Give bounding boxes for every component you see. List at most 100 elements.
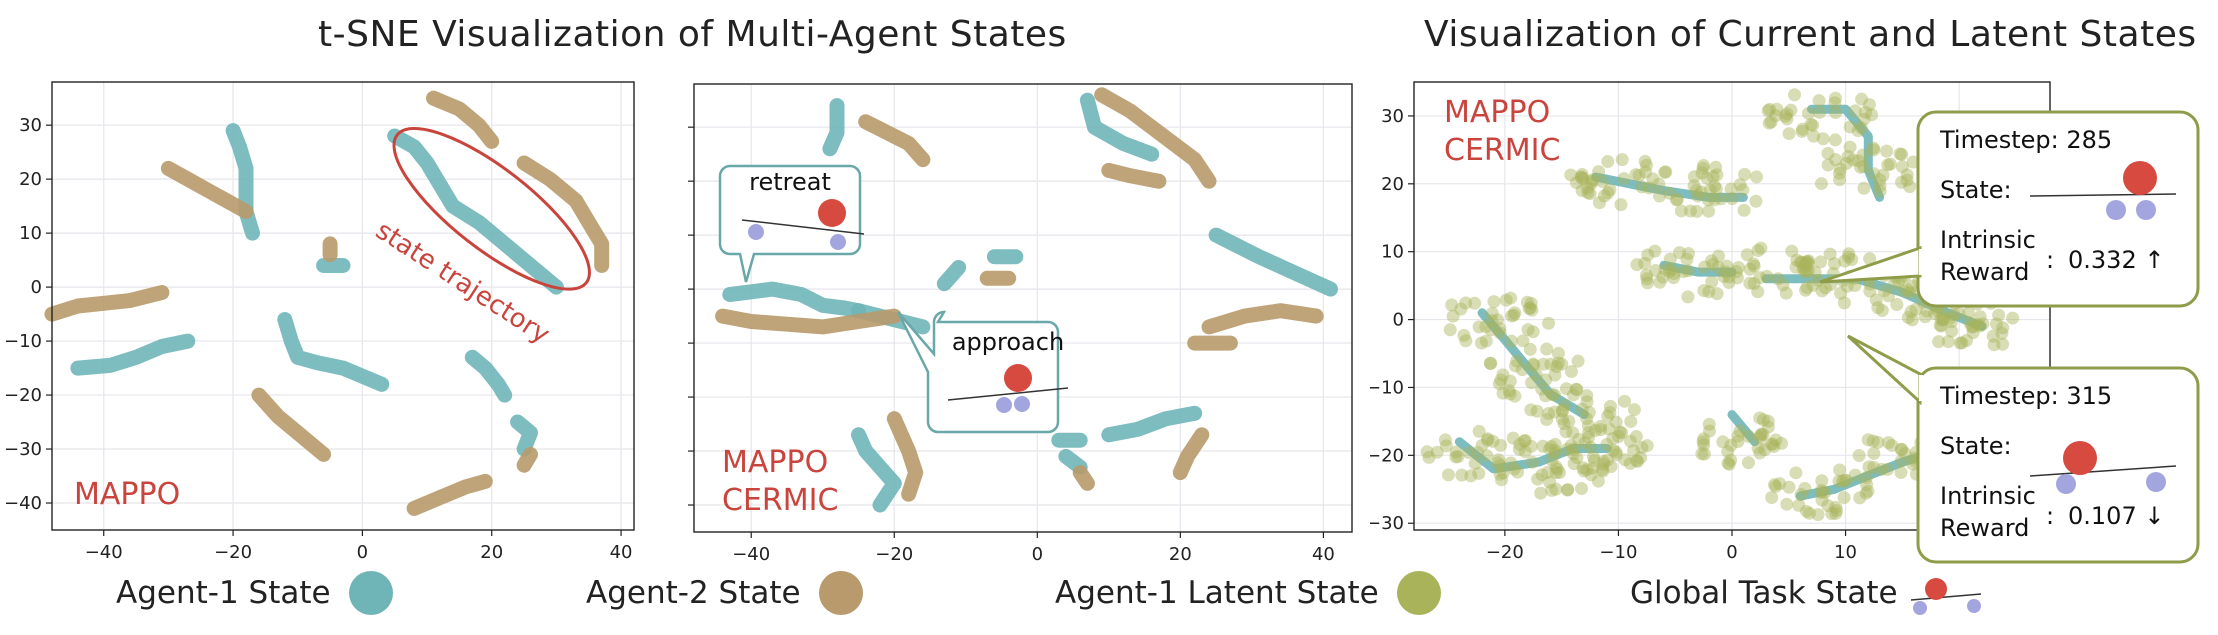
latent-point: [1641, 276, 1655, 290]
latent-point: [1695, 166, 1709, 180]
latent-point: [1639, 268, 1653, 282]
trajectory: [277, 312, 390, 392]
latent-point: [1790, 253, 1804, 267]
state-small-ball: [2056, 474, 2076, 494]
latent-point: [1706, 170, 1720, 184]
latent-point: [1438, 433, 1452, 447]
y-tick-label: −30: [4, 439, 42, 460]
latent-point: [1535, 468, 1549, 482]
latent-point: [1446, 309, 1460, 323]
latent-point: [1905, 279, 1919, 293]
latent-point: [1548, 446, 1562, 460]
latent-point: [1751, 285, 1765, 299]
latent-point: [1764, 115, 1778, 129]
latent-point: [1877, 284, 1891, 298]
latent-point: [1883, 157, 1897, 171]
latent-point: [1871, 435, 1885, 449]
latent-point: [1866, 434, 1880, 448]
latent-point: [1560, 443, 1574, 457]
latent-point: [1901, 311, 1915, 325]
latent-point: [1716, 435, 1730, 449]
latent-point: [1695, 447, 1709, 461]
latent-point: [1555, 412, 1569, 426]
latent-point: [1828, 133, 1842, 147]
latent-point: [1869, 293, 1883, 307]
latent-point: [1966, 326, 1980, 340]
latent-point: [1574, 482, 1588, 496]
latent-point: [1697, 284, 1711, 298]
latent-point: [1571, 354, 1585, 368]
latent-point: [1800, 504, 1814, 518]
latent-point: [1635, 180, 1649, 194]
latent-point: [1812, 94, 1826, 108]
legend-label-global: Global Task State: [1630, 575, 1898, 611]
latent-point: [1496, 466, 1510, 480]
legend-dot-agent1: [348, 571, 393, 615]
approach-ball: [1004, 364, 1032, 392]
latent-point: [1564, 168, 1578, 182]
latent-point: [1766, 437, 1780, 451]
latent-point: [1524, 296, 1538, 310]
latent-point: [1709, 182, 1723, 196]
latent-point: [1986, 329, 2000, 343]
latent-point: [1555, 404, 1569, 418]
latent-point: [1493, 467, 1507, 481]
latent-point: [1512, 442, 1526, 456]
latent-point: [1814, 177, 1828, 191]
timestep-label: Timestep: 285: [1939, 126, 2112, 154]
latent-point: [1525, 376, 1539, 390]
latent-point: [1702, 204, 1716, 218]
latent-point: [1859, 105, 1873, 119]
latent-point: [1894, 466, 1908, 480]
latent-point: [1721, 456, 1735, 470]
legend: Agent-1 State Agent-2 State Agent-1 Late…: [0, 568, 2218, 618]
trajectory: [44, 285, 170, 322]
latent-point: [1821, 499, 1835, 513]
latent-point: [1722, 276, 1736, 290]
latent-point: [1863, 284, 1877, 298]
latent-point: [1570, 451, 1584, 465]
trajectory: [1727, 410, 1760, 447]
latent-point: [1818, 485, 1832, 499]
latent-point: [1542, 316, 1556, 330]
latent-point: [1586, 450, 1600, 464]
latent-point: [1597, 457, 1611, 471]
latent-point: [1829, 500, 1843, 514]
approach-small-ball: [996, 397, 1012, 413]
latent-point: [1632, 168, 1646, 182]
latent-point: [1798, 481, 1812, 495]
latent-point: [1670, 193, 1684, 207]
latent-point: [1522, 301, 1536, 315]
latent-point: [1549, 482, 1563, 496]
latent-point: [1506, 431, 1520, 445]
latent-point: [1690, 204, 1704, 218]
latent-point: [1459, 296, 1473, 310]
state-callout-2: Timestep: 315 State: Intrinsic Reward:0.107…: [1846, 334, 2200, 564]
latent-point: [1582, 405, 1596, 419]
latent-point: [1550, 462, 1564, 476]
y-tick-label: 0: [1393, 310, 1404, 331]
latent-point: [1548, 444, 1562, 458]
latent-point: [1543, 442, 1557, 456]
latent-point: [1580, 389, 1594, 403]
latent-point: [1751, 441, 1765, 455]
latent-point: [1609, 445, 1623, 459]
ticks: −40 −20 0 20 40: [688, 126, 1335, 565]
latent-point: [1615, 153, 1629, 167]
latent-point: [1638, 256, 1652, 270]
latent-point: [1558, 398, 1572, 412]
latent-point: [1560, 483, 1574, 497]
latent-point: [1575, 183, 1589, 197]
latent-point: [1520, 295, 1534, 309]
latent-point: [1743, 262, 1757, 276]
latent-point: [1474, 336, 1488, 350]
latent-point: [1724, 453, 1738, 467]
latent-point: [1601, 186, 1615, 200]
latent-point: [1953, 336, 1967, 350]
latent-point: [1965, 320, 1979, 334]
latent-point: [1527, 358, 1541, 372]
retreat-state-beam: [741, 219, 865, 235]
latent-point: [1697, 438, 1711, 452]
state-small-ball: [2146, 472, 2166, 492]
latent-point: [1832, 166, 1846, 180]
